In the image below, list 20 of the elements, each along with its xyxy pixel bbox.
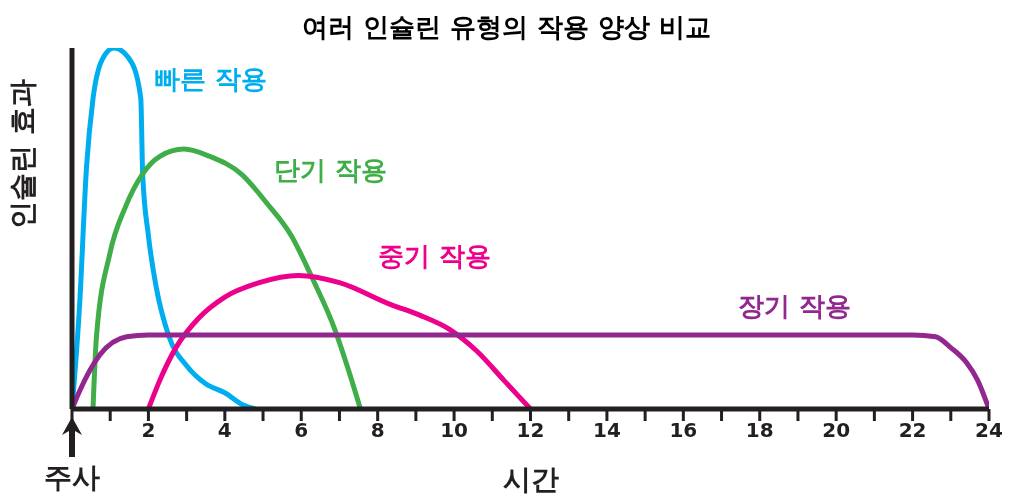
x-axis-title: 시간 [502,463,559,496]
x-tick-label: 22 [898,418,927,443]
x-tick-label: 14 [592,418,621,443]
x-tick-label: 2 [141,418,156,443]
chart-title: 여러 인슐린 유형의 작용 양상 비교 [300,11,713,44]
x-tick-label: 18 [745,418,774,443]
x-tick-label: 16 [669,418,698,443]
x-tick-label: 20 [822,418,851,443]
text: 주사 [43,460,101,496]
series-label: 빠른 작용 [154,64,268,94]
x-tick-label: 10 [440,418,469,443]
x-tick-label: 4 [217,418,232,443]
x-tick-label: 6 [294,418,309,443]
series-label: 중기 작용 [378,241,492,272]
x-tick-label: 24 [975,418,1003,443]
y-axis-title: 인슐린 효과 [5,78,39,229]
series-label: 장기 작용 [738,290,852,321]
x-tick-label: 8 [370,418,385,443]
x-tick-label: 12 [516,418,545,443]
series-label: 단기 작용 [273,155,388,186]
